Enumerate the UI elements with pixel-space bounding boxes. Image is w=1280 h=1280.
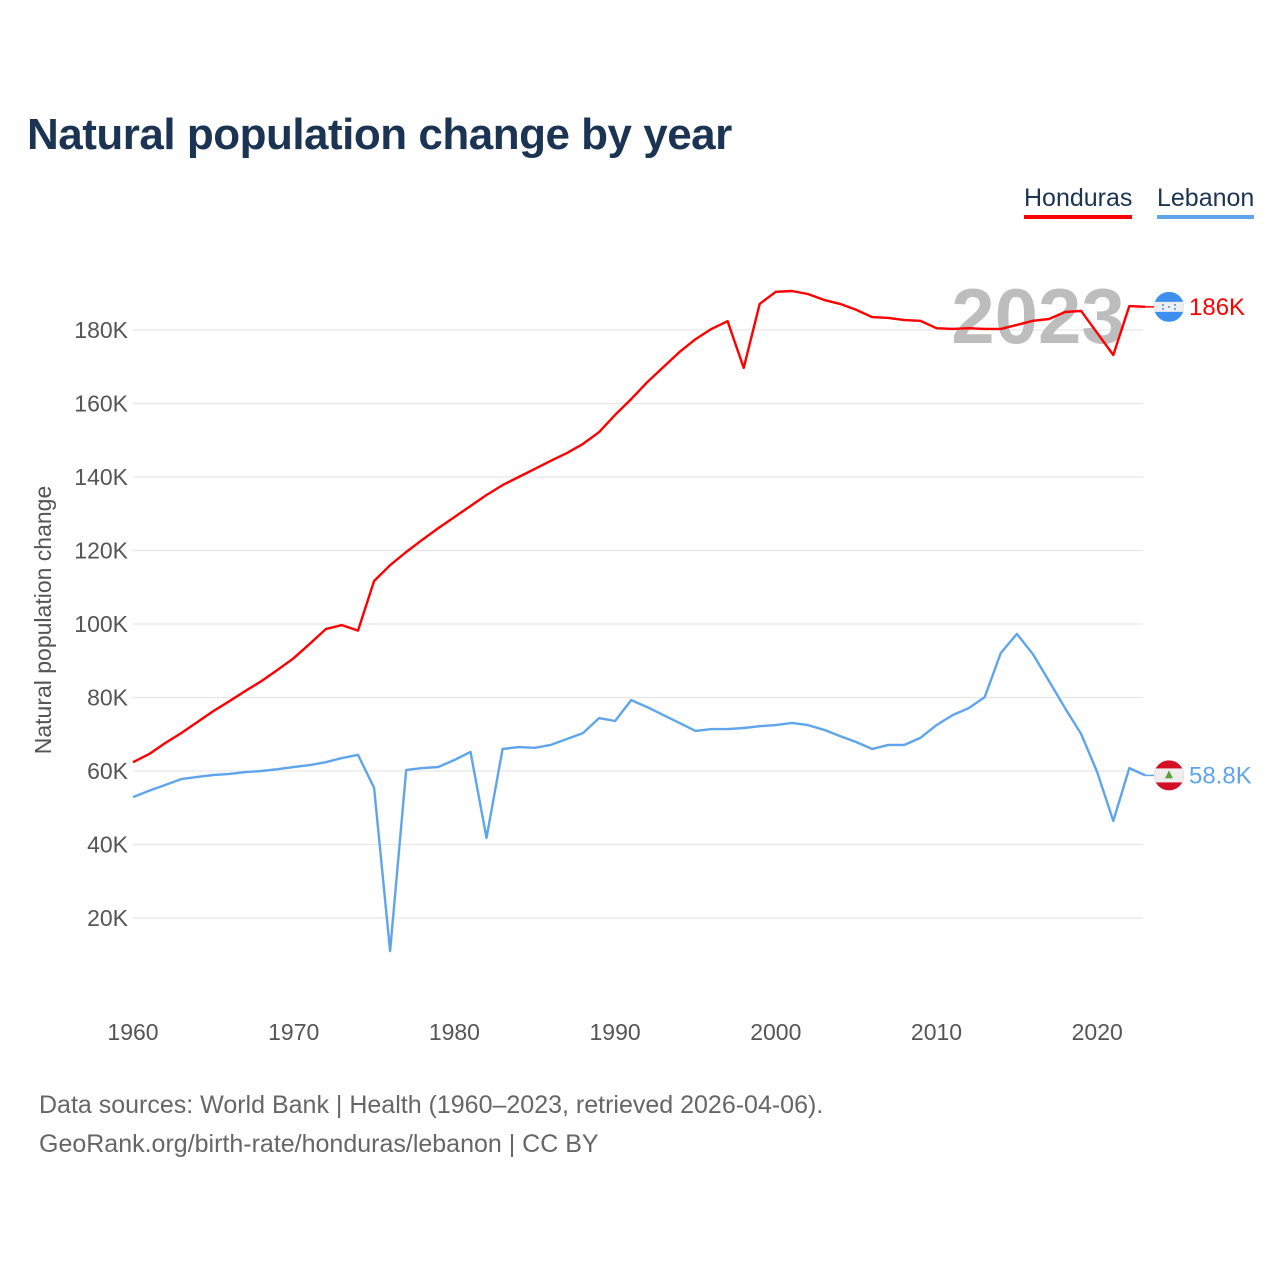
x-axis-ticks: 1960 1970 1980 1990 2000 2010 2020 xyxy=(107,1019,1122,1045)
gridlines xyxy=(133,329,1143,919)
series-line-lebanon xyxy=(132,632,1146,953)
end-value-label: 58.8K xyxy=(1189,762,1252,789)
y-tick-label: 120K xyxy=(74,538,128,564)
x-tick-label: 1990 xyxy=(590,1019,641,1045)
footer: Data sources: World Bank | Health (1960–… xyxy=(39,1086,823,1164)
series-lines xyxy=(132,289,1146,953)
y-tick-label: 140K xyxy=(74,464,128,490)
y-tick-label: 60K xyxy=(87,758,129,784)
honduras-flag-icon xyxy=(1154,291,1184,322)
legend-item-honduras[interactable]: Honduras xyxy=(1024,184,1133,219)
x-tick-label: 1960 xyxy=(107,1019,158,1045)
data-source-note: Data sources: World Bank | Health (1960–… xyxy=(39,1091,824,1119)
source-link[interactable]: GeoRank.org/birth-rate/honduras/lebanon … xyxy=(39,1130,599,1158)
x-tick-label: 2010 xyxy=(911,1019,962,1045)
end-value-label: 186K xyxy=(1189,294,1245,321)
legend-item-lebanon[interactable]: Lebanon xyxy=(1157,184,1255,219)
x-tick-label: 1970 xyxy=(268,1019,319,1045)
y-tick-label: 20K xyxy=(87,905,129,931)
year-watermark: 2023 xyxy=(951,272,1125,360)
chart-title: Natural population change by year xyxy=(27,110,732,159)
y-tick-label: 160K xyxy=(74,391,128,417)
lebanon-flag-icon xyxy=(1154,760,1184,791)
y-axis-label: Natural population change xyxy=(30,486,56,755)
end-labels: 186K 58.8K xyxy=(1145,291,1252,791)
x-tick-label: 2020 xyxy=(1072,1019,1123,1045)
y-axis-ticks: 20K 40K 60K 80K 100K 120K 140K 160K 180K xyxy=(74,317,128,931)
y-tick-label: 80K xyxy=(87,685,129,711)
y-tick-label: 100K xyxy=(74,611,128,637)
y-tick-label: 40K xyxy=(87,832,129,858)
x-tick-label: 2000 xyxy=(750,1019,801,1045)
x-tick-label: 1980 xyxy=(429,1019,480,1045)
y-tick-label: 180K xyxy=(74,317,128,343)
series-line-honduras xyxy=(132,289,1146,764)
